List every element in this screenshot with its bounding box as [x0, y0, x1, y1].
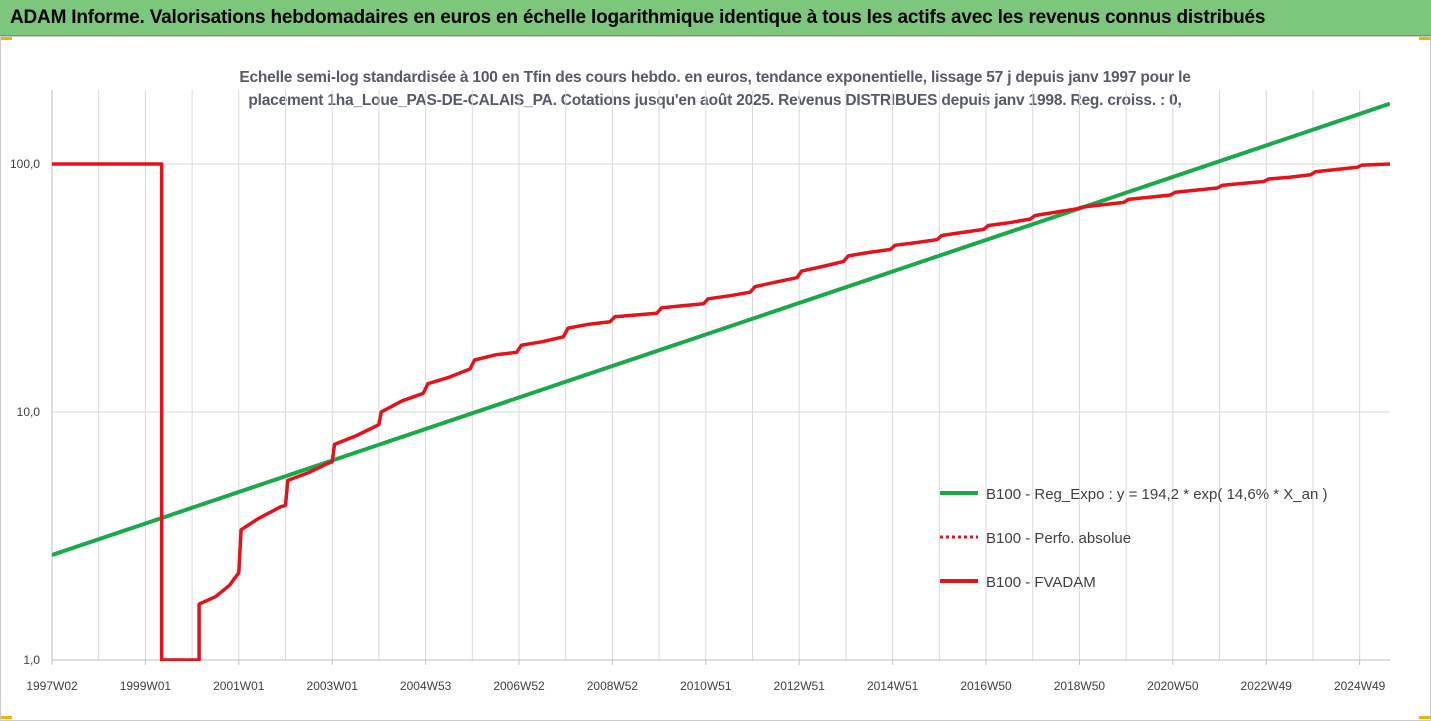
legend-label: B100 - FVADAM [986, 574, 1096, 591]
x-tick-label: 2006W52 [493, 679, 545, 693]
x-tick-label: 2014W51 [867, 679, 919, 693]
x-tick-label: 2020W50 [1147, 679, 1199, 693]
x-tick-label: 2024W49 [1334, 679, 1386, 693]
series-line-2 [52, 162, 1390, 661]
y-tick-label: 1,0 [23, 653, 40, 667]
corner-mark-bottom-right [1419, 716, 1431, 719]
banner: ADAM Informe. Valorisations hebdomadaire… [0, 0, 1431, 36]
y-tick-label: 10,0 [17, 405, 41, 419]
corner-mark-top-right [1419, 37, 1431, 40]
x-tick-label: 2010W51 [680, 679, 732, 693]
x-tick-label: 2016W50 [960, 679, 1012, 693]
chart-subtitle-line-1: Echelle semi-log standardisée à 100 en T… [239, 69, 1191, 86]
y-tick-label: 100,0 [10, 157, 40, 171]
chart-subtitle-line-2: placement 1ha_Loue_PAS-DE-CALAIS_PA. Cot… [248, 92, 1182, 109]
x-tick-label: 1999W01 [120, 679, 172, 693]
x-tick-label: 2004W53 [400, 679, 452, 693]
corner-mark-top-left [0, 37, 12, 40]
legend-label: B100 - Perfo. absolue [986, 530, 1131, 547]
series-group [52, 101, 1390, 661]
x-tick-label: 2003W01 [307, 679, 359, 693]
x-tick-label: 2022W49 [1241, 679, 1293, 693]
legend-label: B100 - Reg_Expo : y = 194,2 * exp( 14,6%… [986, 486, 1327, 503]
x-tick-label: 2018W50 [1054, 679, 1106, 693]
series-line-0 [52, 101, 1390, 557]
x-tick-label: 2001W01 [213, 679, 265, 693]
x-tick-label: 1997W02 [26, 679, 78, 693]
x-tick-label: 2008W52 [587, 679, 639, 693]
corner-mark-bottom-left [0, 716, 12, 719]
banner-title: ADAM Informe. Valorisations hebdomadaire… [10, 7, 1266, 28]
x-tick-label: 2012W51 [774, 679, 826, 693]
chart-subtitle: Echelle semi-log standardisée à 100 en T… [140, 66, 1290, 112]
